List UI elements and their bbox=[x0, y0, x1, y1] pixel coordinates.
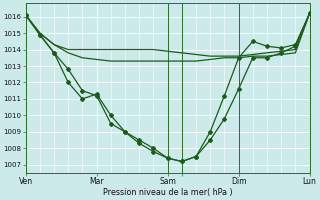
X-axis label: Pression niveau de la mer( hPa ): Pression niveau de la mer( hPa ) bbox=[103, 188, 232, 197]
